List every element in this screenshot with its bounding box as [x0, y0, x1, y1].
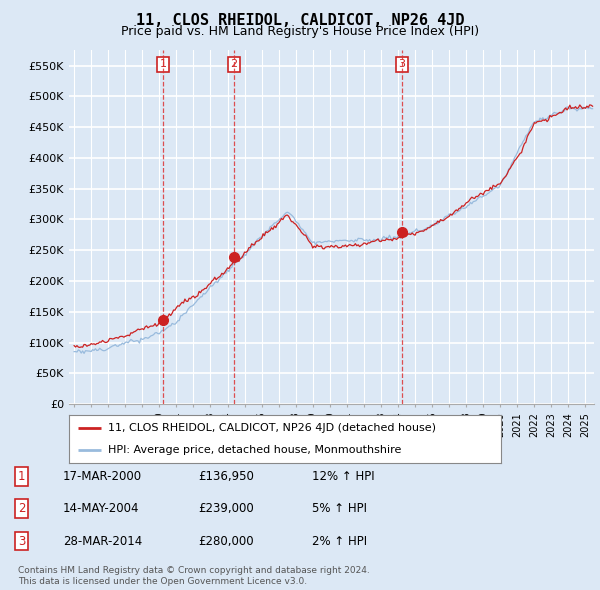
Text: 11, CLOS RHEIDOL, CALDICOT, NP26 4JD (detached house): 11, CLOS RHEIDOL, CALDICOT, NP26 4JD (de… [108, 423, 436, 433]
Text: 2% ↑ HPI: 2% ↑ HPI [312, 535, 367, 548]
Text: 2: 2 [230, 60, 238, 69]
Text: Price paid vs. HM Land Registry's House Price Index (HPI): Price paid vs. HM Land Registry's House … [121, 25, 479, 38]
Text: 3: 3 [398, 60, 406, 69]
Text: Contains HM Land Registry data © Crown copyright and database right 2024.: Contains HM Land Registry data © Crown c… [18, 566, 370, 575]
Text: 1: 1 [18, 470, 25, 483]
Text: 11, CLOS RHEIDOL, CALDICOT, NP26 4JD: 11, CLOS RHEIDOL, CALDICOT, NP26 4JD [136, 13, 464, 28]
Text: This data is licensed under the Open Government Licence v3.0.: This data is licensed under the Open Gov… [18, 576, 307, 586]
Text: 12% ↑ HPI: 12% ↑ HPI [312, 470, 374, 483]
Text: £280,000: £280,000 [198, 535, 254, 548]
Text: £136,950: £136,950 [198, 470, 254, 483]
Text: 1: 1 [160, 60, 166, 69]
Text: 3: 3 [18, 535, 25, 548]
Text: £239,000: £239,000 [198, 502, 254, 515]
Text: 14-MAY-2004: 14-MAY-2004 [63, 502, 139, 515]
Text: HPI: Average price, detached house, Monmouthshire: HPI: Average price, detached house, Monm… [108, 445, 401, 455]
Text: 17-MAR-2000: 17-MAR-2000 [63, 470, 142, 483]
Text: 5% ↑ HPI: 5% ↑ HPI [312, 502, 367, 515]
Text: 2: 2 [18, 502, 25, 515]
Text: 28-MAR-2014: 28-MAR-2014 [63, 535, 142, 548]
